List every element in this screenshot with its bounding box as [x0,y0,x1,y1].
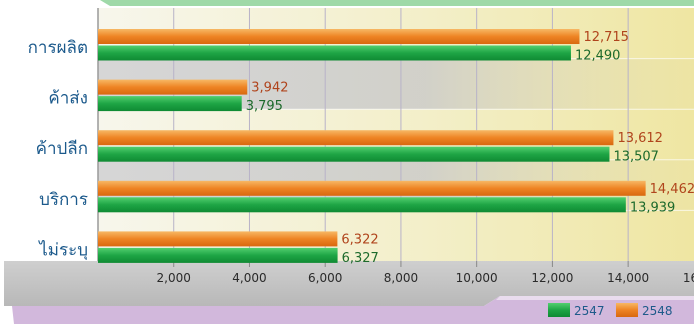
top-accent-line [100,0,694,6]
bar-2547 [98,45,571,61]
x-tick-label: 8,000 [384,271,418,285]
value-label-2548: 13,612 [617,131,663,146]
value-label-2548: 3,942 [251,81,288,96]
legend-label: 2547 [574,304,605,318]
value-label-2548: 6,322 [341,232,378,247]
value-label-2547: 13,507 [613,150,659,165]
bar-2547 [98,247,338,263]
x-tick-label: 16,000 [683,271,694,285]
x-tick-label: 10,000 [456,271,498,285]
x-tick-label: 14,000 [607,271,649,285]
category-label: ค้าส่ง [48,89,88,109]
x-tick-label: 12,000 [531,271,573,285]
x-tick-label: 4,000 [232,271,266,285]
value-label-2547: 12,490 [575,49,621,64]
legend: 2547 2548 [548,303,673,318]
x-axis-ticks: 2,000 4,000 6,000 8,000 10,000 12,000 14,000 16… [157,261,694,285]
legend-label: 2548 [642,304,673,318]
x-axis-band [4,261,694,306]
value-label-2548: 12,715 [583,30,629,45]
value-label-2547: 6,327 [342,251,379,266]
footer-bar [12,296,694,324]
bar-2548 [98,180,646,196]
legend-swatch [616,303,638,317]
category-label: ค้าปลีก [36,139,88,159]
bar-2548 [98,130,614,146]
legend-swatch [548,303,570,317]
bar-2548 [98,231,338,247]
bar-2547 [98,146,610,162]
bar-2547 [98,96,242,112]
footer-highlight [496,296,694,300]
value-label-2548: 14,462 [650,182,694,197]
bar-2548 [98,29,580,44]
value-label-2547: 13,939 [630,200,676,215]
category-label: ไม่ระบุ [37,239,88,260]
bars: 12,715 12,490 3,942 3,795 13,612 13,507 14,462… [98,29,694,266]
category-label: การผลิต [28,38,88,58]
bar-2547 [98,197,626,213]
value-label-2547: 3,795 [246,99,283,114]
x-tick-label: 2,000 [157,271,191,285]
x-tick-label: 6,000 [308,271,342,285]
bar-2548 [98,79,248,95]
category-label: บริการ [39,190,88,210]
